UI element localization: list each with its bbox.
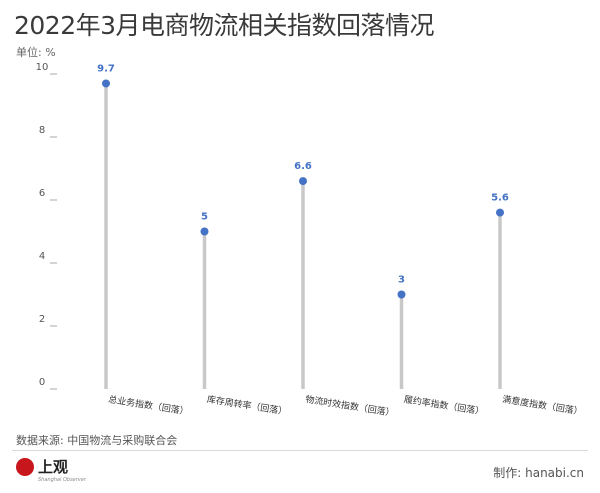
footer-divider	[12, 450, 588, 451]
x-tick-label: 物流时效指数（回落）	[305, 393, 396, 419]
data-label: 3	[398, 275, 405, 286]
x-tick-label: 履约率指数（回落）	[403, 393, 485, 418]
y-tick-label: 2	[39, 314, 45, 325]
y-tick-label: 0	[39, 377, 45, 388]
data-label: 6.6	[294, 161, 312, 172]
unit-label: 单位: %	[16, 46, 56, 59]
x-tick-label: 总业务指数（回落）	[108, 393, 190, 418]
maker-credit: 制作: hanabi.cn	[493, 466, 584, 480]
lollipop-point	[397, 290, 406, 299]
y-tick-label: 10	[36, 62, 49, 73]
data-label: 9.7	[97, 63, 115, 74]
chart-title: 2022年3月电商物流相关指数回落情况	[14, 11, 435, 40]
lollipop-point	[496, 208, 504, 217]
lollipop-point	[102, 79, 110, 88]
logo-text: 上观	[38, 458, 69, 476]
logo: 上观 Shanghai Observer	[16, 458, 86, 483]
lollipop-chart: 0 2 4 6 8 10 9.7 总业务指数（回落） 5 库存周转率（回落） 6.6 物流时效指数（回…	[36, 62, 584, 419]
logo-mark-icon	[16, 458, 34, 476]
lollipop-point	[299, 177, 307, 186]
y-tick-label: 4	[39, 251, 45, 262]
data-label: 5	[201, 212, 208, 223]
data-source: 数据来源: 中国物流与采购联合会	[16, 434, 178, 447]
y-tick-label: 6	[39, 188, 45, 199]
x-tick-label: 满意度指数（回落）	[502, 393, 584, 418]
data-label: 5.6	[491, 193, 509, 204]
logo-subtitle: Shanghai Observer	[38, 477, 86, 483]
x-tick-label: 库存周转率（回落）	[206, 393, 288, 418]
lollipop-point	[200, 227, 209, 236]
y-tick-label: 8	[39, 125, 45, 136]
